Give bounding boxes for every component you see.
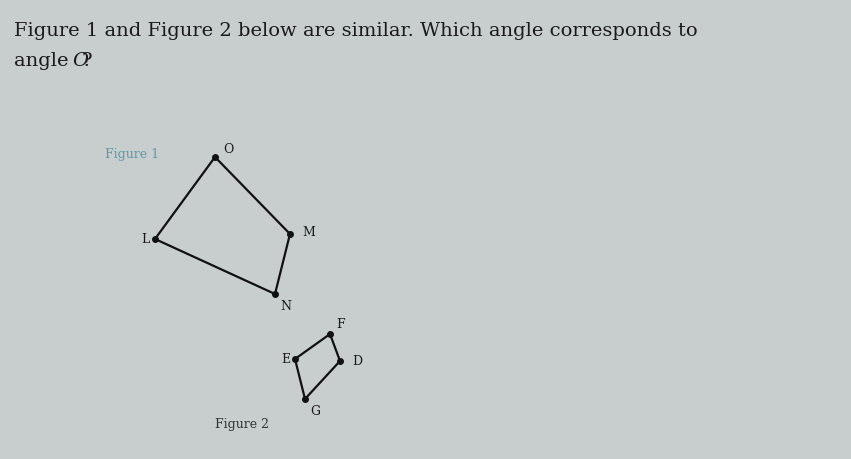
Text: angle: angle [14, 52, 75, 70]
Text: O: O [223, 143, 233, 156]
Text: Figure 1 and Figure 2 below are similar. Which angle corresponds to: Figure 1 and Figure 2 below are similar.… [14, 22, 698, 40]
Text: M: M [302, 226, 315, 239]
Text: L: L [141, 233, 149, 246]
Text: Figure 2: Figure 2 [215, 417, 269, 430]
Text: N: N [280, 300, 291, 313]
Text: ?: ? [82, 52, 93, 70]
Text: D: D [352, 355, 363, 368]
Text: G: G [310, 405, 320, 418]
Text: F: F [336, 318, 345, 331]
Text: E: E [281, 353, 290, 366]
Text: Figure 1: Figure 1 [105, 148, 159, 161]
Text: O: O [72, 52, 88, 70]
